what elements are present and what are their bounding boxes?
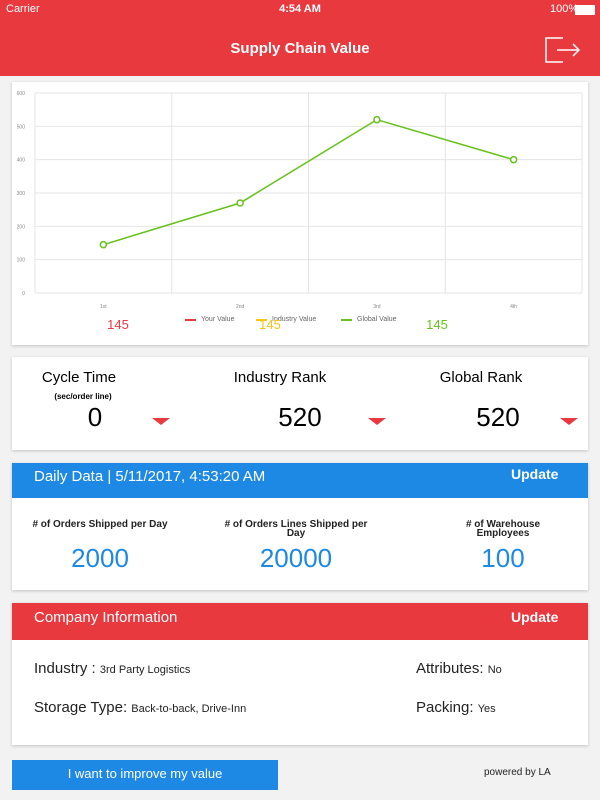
line [103, 118, 514, 246]
daily-label: # of Orders Shipped per Day [32, 519, 168, 530]
y-tick-label: 200 [17, 224, 26, 230]
y-tick-label: 600 [17, 91, 26, 97]
rank-subtitle: (sec/order line) [54, 392, 112, 401]
field-label: Storage Type: [34, 699, 128, 716]
dropdown[interactable] [368, 418, 386, 425]
field-value: Yes [477, 703, 496, 715]
legend-label: Your Value [201, 316, 235, 323]
legend-label: Industry Value [272, 316, 316, 323]
point [509, 155, 518, 164]
point [99, 240, 108, 249]
update-button[interactable]: Update [511, 609, 559, 625]
dropdown[interactable] [152, 418, 170, 425]
daily-label: # of Orders Lines Shipped per Day [224, 519, 368, 539]
logout-icon[interactable] [543, 36, 583, 64]
field-label: Industry : [34, 660, 96, 677]
series-summary: 145 [426, 317, 448, 332]
x-tick-label: 4th [510, 304, 517, 310]
battery-icon [575, 5, 595, 15]
company-title: Company Information [34, 609, 178, 626]
daily-label: # of Warehouse Employees [465, 519, 541, 539]
daily-value: 20000 [259, 543, 333, 573]
rank-value: 520 [278, 402, 322, 432]
daily-title: Daily Data | 5/11/2017, 4:53:20 AM [34, 468, 266, 485]
rank-title: Industry Rank [233, 369, 327, 386]
chart: 0 100 200 300 400 500 600 1st 2nd 3rd 4th Your Valu… [17, 91, 583, 332]
rank-value: 0 [87, 402, 103, 432]
rank-card [12, 357, 588, 450]
x-tick-label: 1st [100, 304, 107, 310]
daily-value: 100 [481, 543, 525, 573]
y-tick-label: 500 [17, 124, 26, 130]
field-value: No [487, 664, 502, 676]
header-bar [0, 0, 600, 76]
field-value: Back-to-back, Drive-Inn [131, 703, 247, 715]
rank-title: Cycle Time [41, 369, 117, 386]
daily-value: 2000 [71, 543, 129, 573]
legend-label: Global Value [357, 316, 397, 323]
y-tick-label: 300 [17, 191, 26, 197]
rank-value: 520 [476, 402, 520, 432]
point [373, 115, 381, 124]
x-tick-label: 2nd [236, 304, 245, 310]
y-tick-label: 100 [17, 258, 26, 264]
field-value: 3rd Party Logistics [99, 664, 191, 676]
company-bar [12, 603, 588, 640]
point [236, 199, 244, 207]
y-tick-label: 0 [22, 291, 25, 297]
update-button[interactable]: Update [511, 466, 559, 482]
series-summary: 145 [259, 317, 281, 332]
field: Packing: Yes [416, 699, 496, 716]
field-label: Packing: [416, 699, 474, 716]
clock: 4:54 AM [279, 3, 321, 15]
title: Supply Chain Value [230, 40, 370, 57]
dropdown[interactable] [560, 418, 578, 425]
series-summary: 145 [107, 317, 129, 332]
y-tick-label: 400 [17, 158, 26, 164]
carrier: Carrier [6, 3, 40, 15]
daily-bar [12, 463, 588, 498]
credit: powered by LA [484, 767, 551, 778]
field-label: Attributes: [416, 660, 484, 677]
rank-title: Global Rank [439, 369, 523, 386]
field: Industry : 3rd Party Logistics [34, 660, 190, 677]
x-tick-label: 3rd [373, 304, 380, 310]
field: Attributes: No [416, 660, 502, 677]
field: Storage Type: Back-to-back, Drive-Inn [34, 699, 246, 716]
improve-button[interactable]: I want to improve my value [12, 760, 278, 790]
battery: 100% [550, 3, 579, 15]
